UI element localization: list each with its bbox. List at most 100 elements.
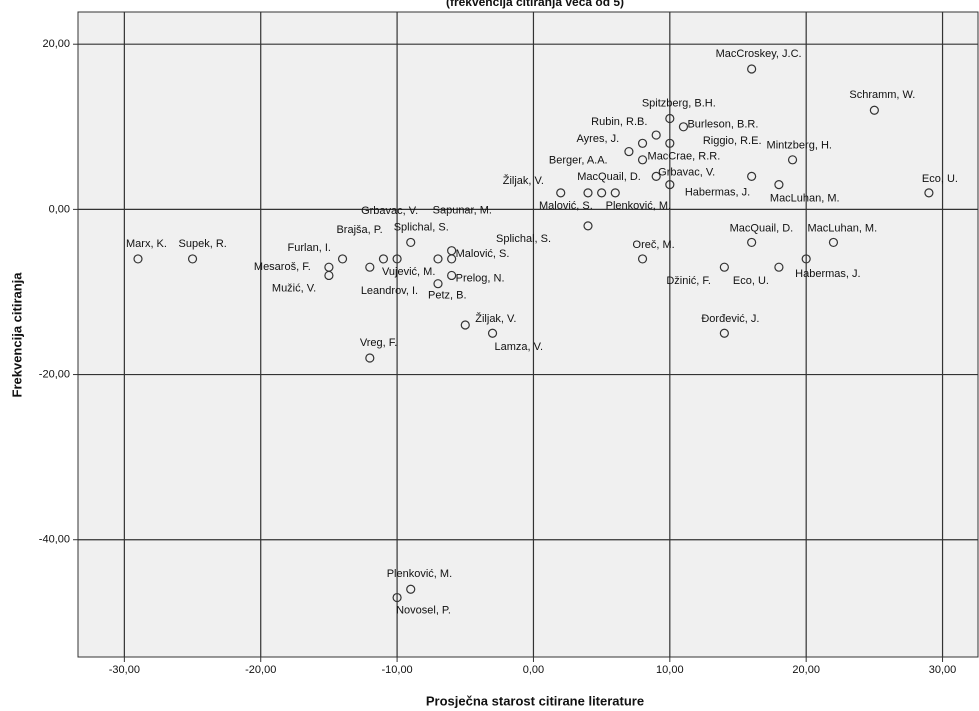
y-tick-label: 20,00 [42,38,70,50]
point [747,171,757,181]
point [406,237,416,248]
y-axis-title: Frekvencija citiranja [9,272,24,398]
point [665,180,675,190]
point-label: Lamza, V. [495,341,544,353]
point [651,171,661,181]
point [583,188,593,198]
point [433,254,443,264]
point-label: Prelog, N. [456,272,505,284]
point [460,320,470,330]
point-label: Splichal, S. [496,233,551,245]
point-label: Plenković, M. [387,568,452,580]
point-label: Riggio, R.E. [703,135,762,147]
point-label: Novosel, P. [396,604,451,616]
point-label: Mintzberg, H. [767,140,832,152]
point [637,254,648,264]
point-label: Grbavac, V. [361,205,418,217]
x-tick-label: 0,00 [523,664,544,676]
point-label: Petz, B. [428,290,467,302]
x-tick-label: 10,00 [656,664,684,676]
point-label: Sapunar, M. [433,205,492,217]
plot-area [77,11,979,658]
point [392,254,402,264]
point [678,122,689,132]
point [869,105,879,115]
point-label: Berger, A.A. [549,154,608,166]
y-tick-label: 0,00 [49,203,70,215]
chart-title: (frekvencija citiranja veća od 5) [446,0,624,9]
point-label: Rubin, R.B. [591,116,647,128]
y-tick-label: -40,00 [39,534,70,546]
x-tick-label: 30,00 [929,664,957,676]
point-label: Splichal, S. [394,221,449,233]
point-label: Vreg, F. [360,337,398,349]
point [365,353,375,363]
x-tick-label: -20,00 [245,664,276,676]
point [187,254,198,264]
point-label: MacCrae, R.R. [648,151,721,163]
point [583,221,593,231]
point-label: Džinić, F. [666,275,711,287]
point-label: Malović, S. [539,200,593,212]
point [747,237,757,248]
point [665,138,675,148]
point-label: MacCroskey, J.C. [716,48,802,60]
point [324,270,334,281]
point-label: Đorđević, J. [701,313,759,325]
point [624,146,634,157]
point-label: Supek, R. [179,238,227,250]
point [447,270,457,281]
point-label: Malović, S. [456,248,510,260]
point [719,262,729,272]
point [637,138,648,148]
point [828,237,839,248]
y-tick-label: -20,00 [39,368,70,380]
point-label: MacQuail, D. [577,171,641,183]
point-label: Žiljak, V. [503,174,544,187]
point-label: Schramm, W. [849,89,915,101]
point [801,254,811,264]
point-label: Mužić, V. [272,282,316,294]
point-label: Brajša, P. [336,224,382,236]
point [787,155,798,165]
point [556,188,566,198]
point [665,113,675,124]
x-tick-label: 20,00 [792,664,820,676]
point-label: Grbavac, V. [658,166,715,178]
point-label: Spitzberg, B.H. [642,97,716,109]
point-label: Leandrov, I. [361,285,418,297]
point [447,254,457,264]
point-label: Vujević, M. [382,266,435,278]
point [337,254,348,264]
point [597,188,607,198]
point-label: Mesaroš, F. [254,261,311,273]
point-label: Žiljak, V. [475,312,516,325]
point-label: Habermas, J. [795,268,860,280]
point [378,254,389,264]
point [365,262,375,272]
x-tick-label: -30,00 [109,664,140,676]
x-axis-title: Prosječna starost citirane literature [426,693,644,708]
point-label: Furlan, I. [288,242,331,254]
point-label: Habermas, J. [685,187,750,199]
x-tick-label: -10,00 [381,664,412,676]
point-label: Plenković, M. [606,200,671,212]
point-label: Eco, U. [733,275,769,287]
point [406,584,416,594]
point-label: Eco, U. [922,173,958,185]
point-label: MacQuail, D. [730,222,794,234]
point [747,64,757,74]
point-label: Burleson, B.R. [687,119,758,131]
point [651,130,661,140]
point [133,254,143,264]
point [774,262,784,272]
point [433,279,443,289]
point-label: Marx, K. [126,238,167,250]
point-label: Oreč, M. [633,239,675,251]
point [610,188,620,198]
point [487,328,498,338]
point [924,188,934,198]
point [719,328,729,338]
point [637,155,648,165]
